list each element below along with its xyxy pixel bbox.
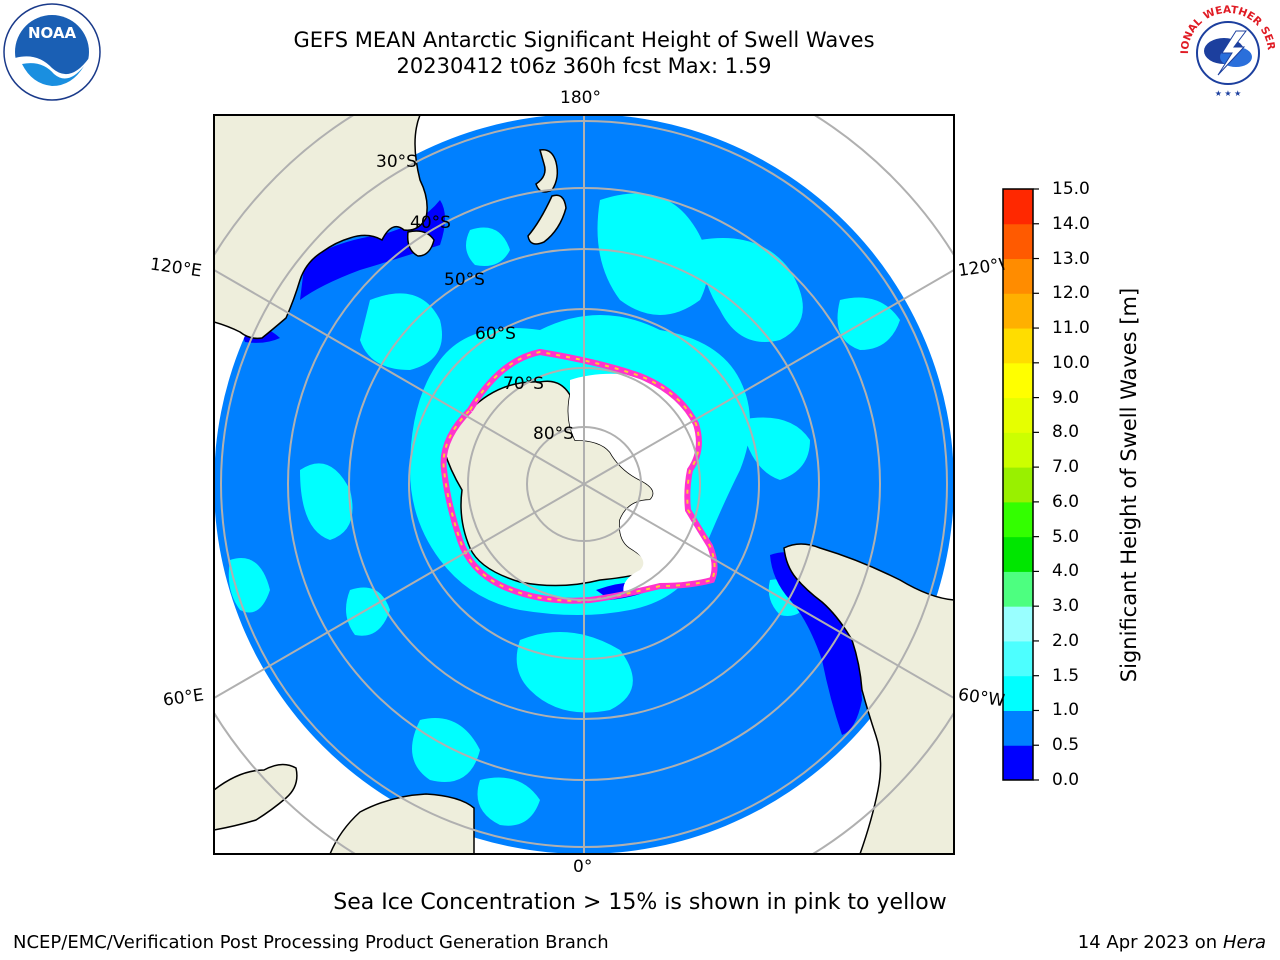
colorbar-tick-label: 0.0 [1052, 770, 1080, 790]
australia-land [214, 115, 428, 340]
colorbar-tick-label: 8.0 [1052, 422, 1080, 443]
colorbar-segment [1003, 432, 1033, 468]
sea-ice-edge [440, 348, 718, 604]
noaa-text: NOAA [28, 24, 77, 42]
svg-text:★ ★ ★: ★ ★ ★ [1215, 89, 1242, 98]
lon-label-0: 0° [573, 857, 593, 877]
tasmania-land [406, 230, 435, 257]
noaa-logo: NOAA [2, 2, 102, 102]
colorbar-segment [1003, 536, 1033, 572]
colorbar-tick-label: 0.5 [1052, 735, 1080, 756]
footer-host: Hera [1222, 932, 1266, 953]
colorbar-tick-label: 11.0 [1052, 318, 1090, 339]
colorbar-tick-label: 1.5 [1052, 665, 1080, 686]
colorbar-tick-label: 7.0 [1052, 457, 1080, 478]
south-america-land [783, 543, 954, 854]
colorbar-tick-label: 5.0 [1052, 526, 1080, 547]
colorbar-segment [1003, 189, 1033, 225]
colorbar-tick-label: 6.0 [1052, 491, 1080, 512]
colorbar-segment [1003, 640, 1033, 677]
nws-logo: NATIONAL WEATHER SERVICE ★ ★ ★ [1174, 0, 1278, 101]
colorbar-segment [1003, 571, 1033, 607]
colorbar-tick-label: 12.0 [1052, 283, 1090, 304]
chart-title: GEFS MEAN Antarctic Significant Height o… [293, 28, 875, 52]
colorbar-segment [1003, 362, 1033, 399]
colorbar-segment [1003, 675, 1033, 711]
footer-date-text: 14 Apr 2023 on [1077, 932, 1223, 953]
colorbar-segment [1003, 501, 1033, 538]
lon-label-180: 180° [560, 88, 601, 108]
lat-label-40s: 40°S [410, 213, 451, 233]
lat-label-80s: 80°S [533, 424, 574, 444]
africa-land [214, 763, 475, 854]
colorbar-tick-label: 13.0 [1052, 248, 1090, 269]
colorbar-tick-label: 1.0 [1052, 700, 1080, 721]
colorbar-tick-label: 14.0 [1052, 213, 1090, 234]
lat-label-50s: 50°S [444, 270, 485, 290]
colorbar-segment [1003, 293, 1033, 329]
footer-branch: NCEP/EMC/Verification Post Processing Pr… [13, 932, 609, 953]
footer-date: 14 Apr 2023 on Hera [1078, 932, 1266, 953]
colorbar-segment [1003, 223, 1033, 260]
colorbar-segment [1003, 467, 1033, 503]
lat-label-70s: 70°S [503, 374, 544, 394]
map-frame-border [213, 114, 955, 855]
colorbar-tick-label: 10.0 [1052, 352, 1090, 373]
colorbar-tick-label: 2.0 [1052, 630, 1080, 651]
colorbar-segment [1003, 745, 1033, 781]
colorbar-border [1002, 188, 1034, 781]
sea-ice-note: Sea Ice Concentration > 15% is shown in … [333, 890, 947, 915]
colorbar-tick-label: 3.0 [1052, 596, 1080, 617]
colorbar-label: Significant Height of Swell Waves [m] [1117, 287, 1141, 683]
colorbar-tick-label: 4.0 [1052, 561, 1080, 582]
colorbar-segment [1003, 710, 1033, 746]
colorbar-segment [1003, 606, 1033, 642]
chart-subtitle: 20230412 t06z 360h fcst Max: 1.59 [396, 54, 772, 78]
lat-label-60s: 60°S [475, 324, 516, 344]
colorbar-tick-label: 9.0 [1052, 387, 1080, 408]
graticule [214, 115, 954, 854]
lat-label-30s: 30°S [376, 152, 417, 172]
colorbar-segment [1003, 397, 1033, 433]
colorbar [1002, 188, 1039, 781]
colorbar-segment [1003, 258, 1033, 294]
colorbar-tick-label: 15.0 [1052, 179, 1090, 199]
colorbar-segment [1003, 328, 1033, 364]
